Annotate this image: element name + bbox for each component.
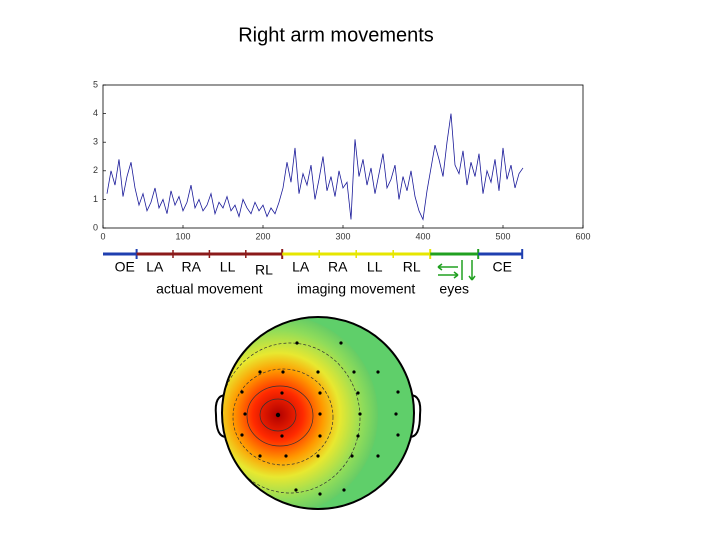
segment-label: OE <box>115 259 135 275</box>
group-label: eyes <box>439 281 469 297</box>
part-label: LA <box>292 259 310 275</box>
x-tick-label: 0 <box>100 231 105 241</box>
x-tick-label: 500 <box>495 231 510 241</box>
part-label: RA <box>181 259 201 275</box>
part-label: RL <box>255 262 273 278</box>
y-tick-label: 3 <box>93 137 98 147</box>
title: Right arm movements <box>238 24 434 46</box>
signal-line <box>106 113 524 221</box>
y-tick-label: 5 <box>93 79 98 89</box>
part-label: RA <box>328 259 348 275</box>
contour <box>222 342 361 494</box>
y-tick-label: 0 <box>93 222 98 232</box>
part-label: RL <box>403 259 421 275</box>
y-tick-label: 2 <box>93 165 98 175</box>
part-label: LL <box>367 259 383 275</box>
x-tick-label: 600 <box>575 231 590 241</box>
contour <box>259 398 297 432</box>
x-tick-label: 400 <box>415 231 430 241</box>
part-label: LL <box>220 259 236 275</box>
electrodes <box>240 341 400 496</box>
x-tick-label: 100 <box>175 231 190 241</box>
y-tick-label: 4 <box>93 108 98 118</box>
eye-arrows <box>437 260 476 281</box>
contour <box>232 368 334 466</box>
part-label: LA <box>146 259 164 275</box>
head-map <box>214 316 422 510</box>
head-outline <box>221 316 415 510</box>
group-label: actual movement <box>156 281 263 297</box>
plot-frame <box>102 84 584 229</box>
segment-label: CE <box>492 259 511 275</box>
contour <box>246 385 314 447</box>
group-label: imaging movement <box>297 281 415 297</box>
x-tick-label: 200 <box>255 231 270 241</box>
x-tick-label: 300 <box>335 231 350 241</box>
y-tick-label: 1 <box>93 194 98 204</box>
